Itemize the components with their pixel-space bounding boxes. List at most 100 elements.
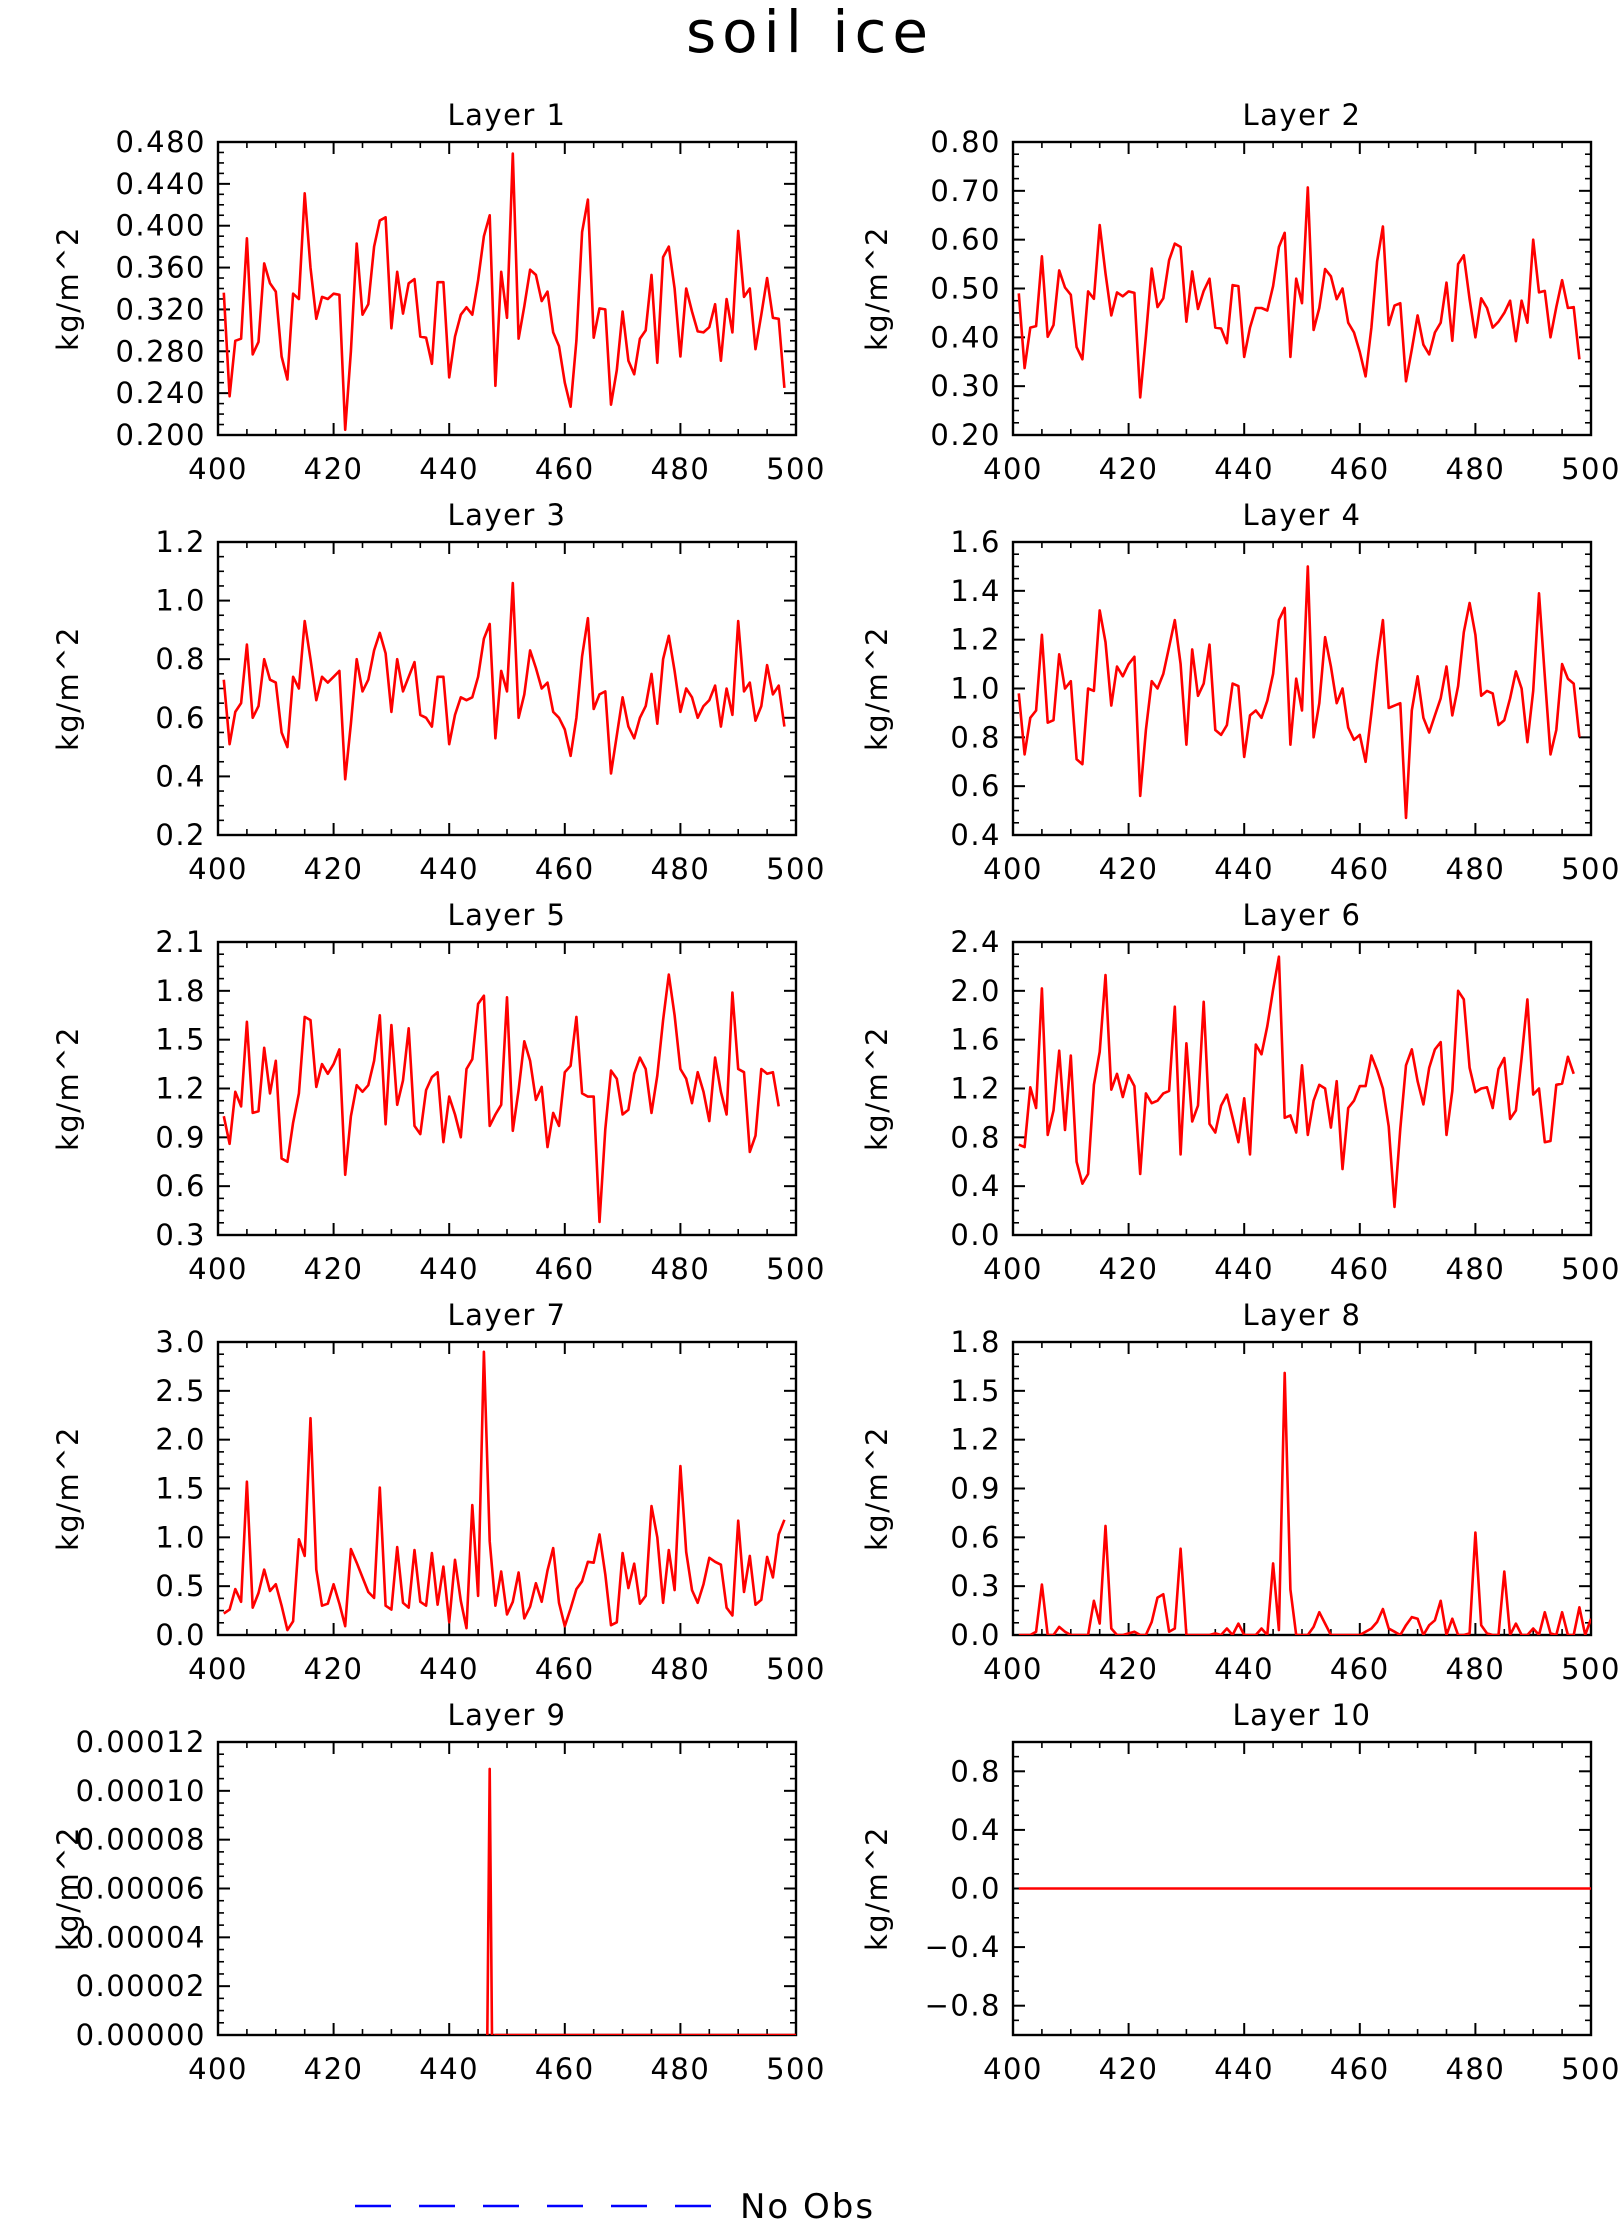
y-tick-label: 0.00002 — [76, 1969, 206, 2003]
panel-layer-7: 400 420 440 460 480 500 0.0 0.5 1.0 1.5 2.0 2.5 3.0 L… — [51, 1298, 824, 1686]
x-tick-label: 440 — [1214, 1652, 1274, 1686]
x-tick-label: 460 — [1330, 1252, 1390, 1286]
x-tick-label: 500 — [1561, 2052, 1621, 2086]
figure-title: soil ice — [686, 0, 934, 66]
panel-layer-6: 400 420 440 460 480 500 0.0 0.4 0.8 1.2 1.6 2.0 2.4 L… — [860, 898, 1621, 1286]
y-tick-label: 1.4 — [950, 574, 1001, 608]
x-tick-label: 440 — [419, 852, 479, 886]
x-tick-label: 480 — [1445, 1252, 1505, 1286]
y-tick-label: 1.8 — [155, 974, 206, 1008]
x-tick-label: 480 — [1445, 1652, 1505, 1686]
y-tick-label: 0.360 — [115, 251, 206, 285]
y-tick-label: 0.4 — [950, 1169, 1001, 1203]
y-axis-label: kg/m^2 — [860, 1826, 894, 1951]
y-tick-label: 1.5 — [950, 1374, 1001, 1408]
y-tick-label: 0.320 — [115, 292, 206, 326]
plot-frame — [216, 1740, 798, 2037]
x-tick-label: 500 — [1561, 1652, 1621, 1686]
plot-frame — [216, 1340, 798, 1637]
x-tick-label: 420 — [304, 1652, 364, 1686]
y-tick-label: 0.80 — [930, 125, 1001, 159]
panel-title: Layer 7 — [447, 1298, 566, 1332]
y-tick-label: 1.2 — [155, 1072, 206, 1106]
x-tick-label: 400 — [983, 852, 1043, 886]
panel-title: Layer 4 — [1242, 498, 1361, 532]
y-tick-label: 0.8 — [950, 1120, 1001, 1154]
y-tick-label: 1.2 — [950, 1423, 1001, 1457]
x-tick-label: 460 — [535, 452, 595, 486]
y-tick-label: 0.40 — [930, 320, 1001, 354]
series-line — [486, 1767, 796, 2035]
y-tick-label: 1.8 — [950, 1325, 1001, 1359]
y-tick-label: 0.5 — [155, 1569, 206, 1603]
x-tick-label: 480 — [1445, 852, 1505, 886]
y-tick-label: 0.00012 — [76, 1725, 206, 1759]
y-axis-label: kg/m^2 — [51, 1026, 85, 1151]
panel-title: Layer 8 — [1242, 1298, 1361, 1332]
y-tick-label: 0.9 — [155, 1120, 206, 1154]
x-tick-label: 460 — [535, 1252, 595, 1286]
y-tick-label: 0.4 — [155, 759, 206, 793]
series-line — [1018, 955, 1575, 1209]
x-tick-label: 460 — [535, 852, 595, 886]
y-tick-label: 0.280 — [115, 334, 206, 368]
panel-layer-5: 400 420 440 460 480 500 0.3 0.6 0.9 1.2 1.5 1.8 2.1 L… — [51, 898, 824, 1286]
panel-layer-9: 400 420 440 460 480 500 0.00000 0.00002 0.00004 0… — [51, 1698, 824, 2086]
x-tick-label: 420 — [1099, 1652, 1159, 1686]
y-tick-label: 0.3 — [155, 1218, 206, 1252]
y-tick-label: 0.0 — [950, 1218, 1001, 1252]
y-tick-label: 1.0 — [950, 672, 1001, 706]
x-tick-label: 500 — [766, 452, 826, 486]
y-tick-label: 2.4 — [950, 925, 1001, 959]
legend: No Obs — [355, 2187, 875, 2227]
y-axis-label: kg/m^2 — [51, 1826, 85, 1951]
x-tick-label: 400 — [188, 2052, 248, 2086]
y-tick-label: 0.200 — [115, 418, 206, 452]
panel-title: Layer 6 — [1242, 898, 1361, 932]
panel-layer-10: 400 420 440 460 480 500 −0.8 −0.4 0.0 0.4 0.8 Layer… — [860, 1698, 1621, 2086]
panel-title: Layer 5 — [447, 898, 566, 932]
y-tick-label: 0.4 — [950, 1813, 1001, 1847]
y-tick-label: 1.5 — [155, 1472, 206, 1506]
y-tick-label: 0.50 — [930, 272, 1001, 306]
y-tick-label: 0.00004 — [76, 1920, 206, 1954]
x-tick-label: 480 — [650, 1252, 710, 1286]
x-tick-label: 460 — [535, 1652, 595, 1686]
y-tick-label: 0.6 — [950, 1520, 1001, 1554]
x-tick-label: 400 — [983, 1252, 1043, 1286]
x-tick-label: 480 — [650, 852, 710, 886]
y-tick-label: 1.0 — [155, 584, 206, 618]
y-tick-label: 0.9 — [950, 1472, 1001, 1506]
y-tick-label: 2.0 — [155, 1423, 206, 1457]
x-tick-label: 480 — [1445, 2052, 1505, 2086]
x-tick-label: 420 — [304, 852, 364, 886]
y-axis-label: kg/m^2 — [860, 1426, 894, 1551]
y-tick-label: 0.00010 — [76, 1774, 206, 1808]
y-tick-label: 1.6 — [950, 1023, 1001, 1057]
x-tick-label: 400 — [983, 1652, 1043, 1686]
x-tick-label: 400 — [188, 452, 248, 486]
x-tick-label: 440 — [1214, 1252, 1274, 1286]
y-tick-label: 1.2 — [950, 1072, 1001, 1106]
y-tick-label: 1.0 — [155, 1520, 206, 1554]
x-tick-label: 440 — [419, 2052, 479, 2086]
y-tick-label: 0.00000 — [76, 2018, 206, 2052]
y-tick-label: 0.4 — [950, 818, 1001, 852]
panel-title: Layer 10 — [1233, 1698, 1372, 1732]
plot-frame — [1011, 1340, 1593, 1637]
legend-label: No Obs — [740, 2187, 875, 2227]
y-tick-label: 0.00008 — [76, 1823, 206, 1857]
y-tick-label: 0.30 — [930, 369, 1001, 403]
x-tick-label: 420 — [1099, 2052, 1159, 2086]
y-tick-label: 0.8 — [155, 642, 206, 676]
y-axis-label: kg/m^2 — [51, 226, 85, 351]
x-tick-label: 500 — [1561, 1252, 1621, 1286]
x-tick-label: 420 — [1099, 1252, 1159, 1286]
series-line — [223, 1350, 786, 1632]
panel-layer-2: 400 420 440 460 480 500 0.20 0.30 0.40 0.50 0.60 0.… — [860, 98, 1619, 486]
y-axis-label: kg/m^2 — [860, 1026, 894, 1151]
panel-layer-1: 400 420 440 460 480 500 0.200 0.240 0.280 0.320 0.… — [51, 98, 826, 486]
series-line — [222, 581, 786, 781]
x-tick-label: 400 — [188, 1652, 248, 1686]
y-tick-label: 1.5 — [155, 1023, 206, 1057]
